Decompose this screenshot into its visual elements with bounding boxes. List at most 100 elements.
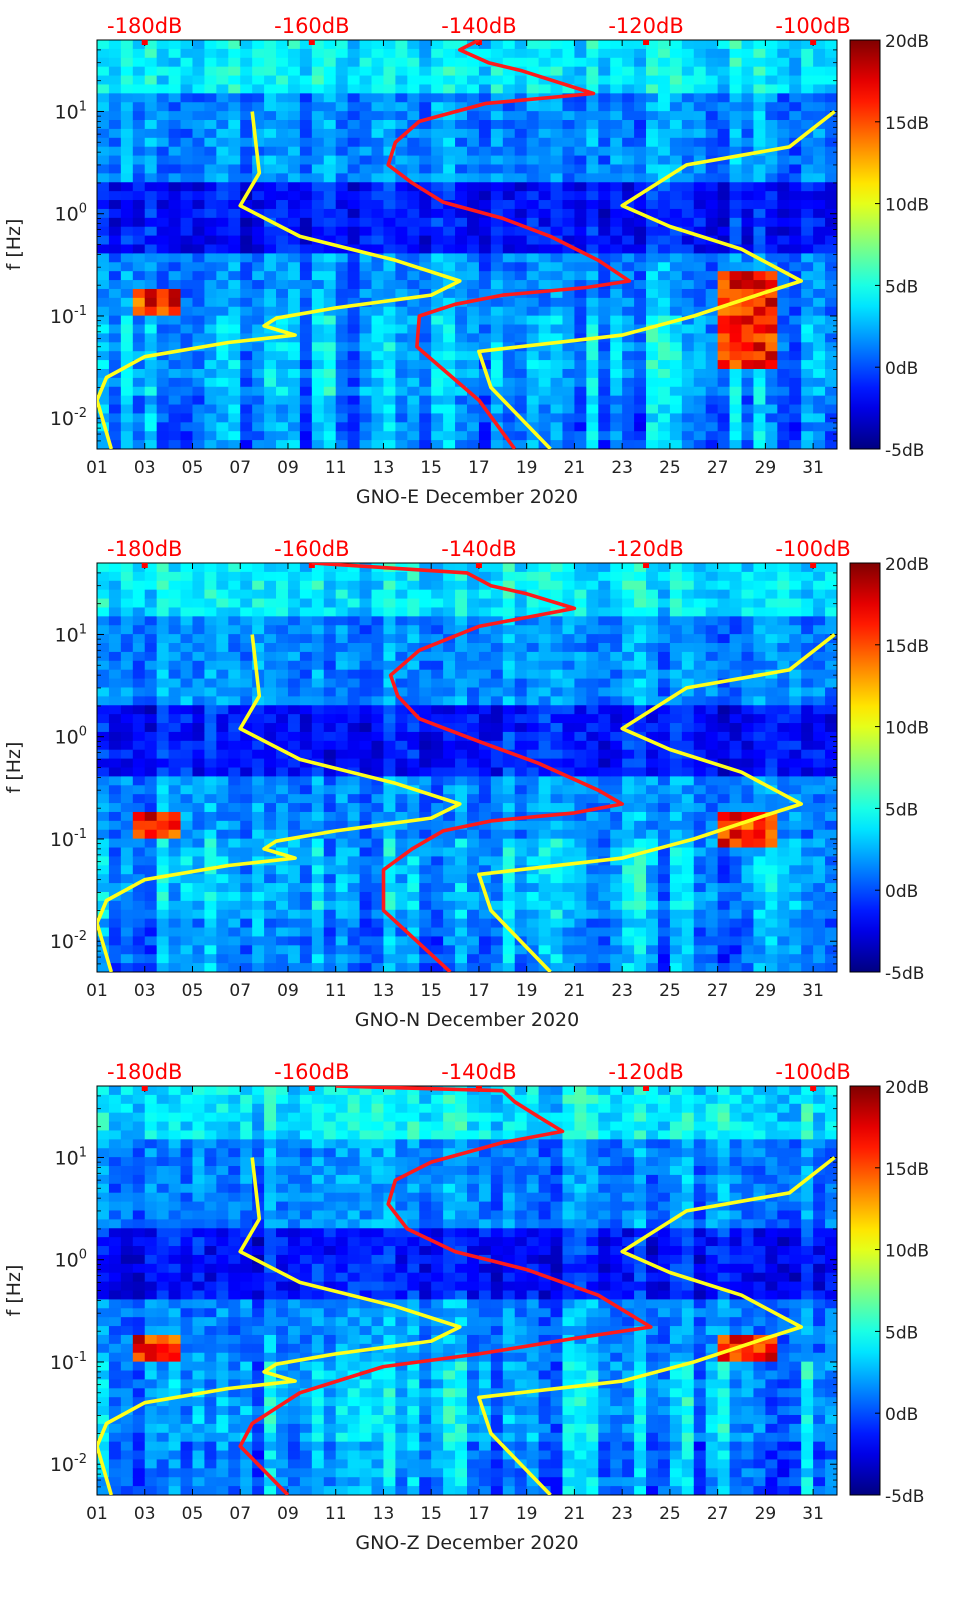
y-tick-label: 100 bbox=[55, 725, 87, 749]
x-tick-label: 13 bbox=[373, 1504, 395, 1524]
x-tick-label: 13 bbox=[373, 981, 395, 1001]
colorbar-tick-label: 0dB bbox=[885, 882, 918, 902]
spectrogram-field bbox=[97, 563, 837, 972]
y-tick-label: 10-2 bbox=[50, 1452, 87, 1476]
x-tick-label: 17 bbox=[468, 1504, 490, 1524]
top-db-tick bbox=[643, 563, 650, 568]
x-tick-label: 29 bbox=[755, 1504, 777, 1524]
x-tick-label: 29 bbox=[755, 458, 777, 478]
top-db-tick bbox=[141, 40, 148, 45]
x-tick-label: 17 bbox=[468, 981, 490, 1001]
top-db-tick bbox=[643, 1086, 650, 1091]
y-tick-label: 10-2 bbox=[50, 929, 87, 953]
top-db-tick bbox=[141, 563, 148, 568]
y-tick-label: 100 bbox=[55, 1248, 87, 1272]
curves bbox=[97, 1086, 836, 1495]
y-tick-label: 101 bbox=[55, 99, 87, 123]
x-axis-label: GNO-E December 2020 bbox=[356, 486, 578, 508]
top-db-tick bbox=[475, 40, 482, 45]
psd-curve bbox=[311, 563, 625, 972]
top-db-label: -160dB bbox=[274, 14, 349, 38]
x-tick-label: 23 bbox=[611, 458, 633, 478]
x-axis-label: GNO-Z December 2020 bbox=[355, 1532, 578, 1554]
y-tick-label: 10-1 bbox=[50, 827, 87, 851]
top-db-label: -140dB bbox=[441, 1060, 516, 1084]
x-tick-label: 17 bbox=[468, 458, 490, 478]
colorbar: 20dB 15dB 10dB 5dB 0dB -5dB bbox=[849, 1078, 929, 1507]
top-db-tick bbox=[810, 563, 817, 568]
x-tick-label: 09 bbox=[277, 1504, 299, 1524]
top-db-label: -120dB bbox=[608, 14, 683, 38]
x-tick-label: 03 bbox=[134, 458, 156, 478]
x-tick-label: 19 bbox=[516, 458, 538, 478]
curves bbox=[97, 563, 836, 972]
colorbar-tick-label: 10dB bbox=[885, 1242, 929, 1262]
x-tick-label: 15 bbox=[420, 458, 442, 478]
high-noise-model-curve bbox=[477, 633, 836, 972]
top-db-label: -100dB bbox=[775, 14, 850, 38]
colorbar-tick-label: 5dB bbox=[885, 800, 918, 820]
x-tick-label: 21 bbox=[564, 1504, 586, 1524]
spectrogram-panel-3: 01 03 05 07 09 11 13 15 17 19 21 23 25 27 29 31 10-2 10-1… bbox=[3, 1060, 929, 1554]
top-db-tick bbox=[308, 1086, 315, 1091]
colorbar-tick-label: 20dB bbox=[885, 32, 929, 52]
x-tick-label: 03 bbox=[134, 981, 156, 1001]
low-noise-model-curve bbox=[97, 1157, 462, 1495]
colorbar-gradient bbox=[849, 562, 881, 973]
y-tick-label: 10-2 bbox=[50, 406, 87, 430]
top-db-label: -180dB bbox=[107, 14, 182, 38]
x-tick-label: 31 bbox=[802, 981, 824, 1001]
high-noise-model-curve bbox=[477, 110, 836, 449]
top-db-label: -120dB bbox=[608, 537, 683, 561]
top-db-label: -180dB bbox=[107, 537, 182, 561]
x-tick-label: 01 bbox=[86, 458, 108, 478]
low-noise-model-curve bbox=[97, 111, 462, 449]
x-tick-label: 09 bbox=[277, 458, 299, 478]
psd-curve bbox=[386, 40, 632, 449]
spectrogram-panel-2: 01 03 05 07 09 11 13 15 17 19 21 23 25 27 29 31 10-2 10-1… bbox=[3, 537, 929, 1031]
colorbar-gradient bbox=[849, 1085, 881, 1496]
y-tick-label: 10-1 bbox=[50, 304, 87, 328]
x-tick-label: 21 bbox=[564, 458, 586, 478]
colorbar-tick-label: -5dB bbox=[885, 1487, 924, 1507]
colorbar-tick-label: 5dB bbox=[885, 277, 918, 297]
x-tick-label: 21 bbox=[564, 981, 586, 1001]
x-tick-label: 07 bbox=[229, 981, 251, 1001]
high-noise-model-curve bbox=[477, 1156, 836, 1495]
x-tick-label: 05 bbox=[182, 458, 204, 478]
y-tick-label: 100 bbox=[55, 202, 87, 226]
colorbar-gradient bbox=[849, 39, 881, 450]
x-tick-label: 11 bbox=[325, 458, 347, 478]
y-tick-label: 101 bbox=[55, 622, 87, 646]
x-tick-label: 19 bbox=[516, 1504, 538, 1524]
top-db-tick bbox=[308, 40, 315, 45]
top-db-label: -160dB bbox=[274, 1060, 349, 1084]
top-db-label: -140dB bbox=[441, 14, 516, 38]
top-db-tick bbox=[141, 1086, 148, 1091]
x-tick-label: 15 bbox=[420, 981, 442, 1001]
top-db-tick bbox=[308, 563, 315, 568]
top-db-label: -140dB bbox=[441, 537, 516, 561]
colorbar-tick-label: 5dB bbox=[885, 1323, 918, 1343]
psd-curve bbox=[238, 1086, 653, 1495]
y-axis-label: f [Hz] bbox=[3, 742, 25, 794]
colorbar-tick-label: 20dB bbox=[885, 555, 929, 575]
x-tick-label: 07 bbox=[229, 1504, 251, 1524]
colorbar-tick-label: 15dB bbox=[885, 637, 929, 657]
spectrogram-field bbox=[97, 40, 837, 449]
x-tick-label: 31 bbox=[802, 458, 824, 478]
x-tick-label: 01 bbox=[86, 981, 108, 1001]
x-tick-label: 29 bbox=[755, 981, 777, 1001]
top-db-tick bbox=[810, 1086, 817, 1091]
y-axis-label: f [Hz] bbox=[3, 219, 25, 271]
colorbar-tick-label: 15dB bbox=[885, 114, 929, 134]
x-tick-label: 23 bbox=[611, 1504, 633, 1524]
colorbar-tick-label: 0dB bbox=[885, 1405, 918, 1425]
x-tick-label: 27 bbox=[707, 458, 729, 478]
low-noise-model-curve bbox=[97, 634, 462, 972]
colorbar: 20dB 15dB 10dB 5dB 0dB -5dB bbox=[849, 32, 929, 461]
colorbar-tick-label: 10dB bbox=[885, 719, 929, 739]
colorbar-tick-label: 0dB bbox=[885, 359, 918, 379]
top-db-label: -120dB bbox=[608, 1060, 683, 1084]
